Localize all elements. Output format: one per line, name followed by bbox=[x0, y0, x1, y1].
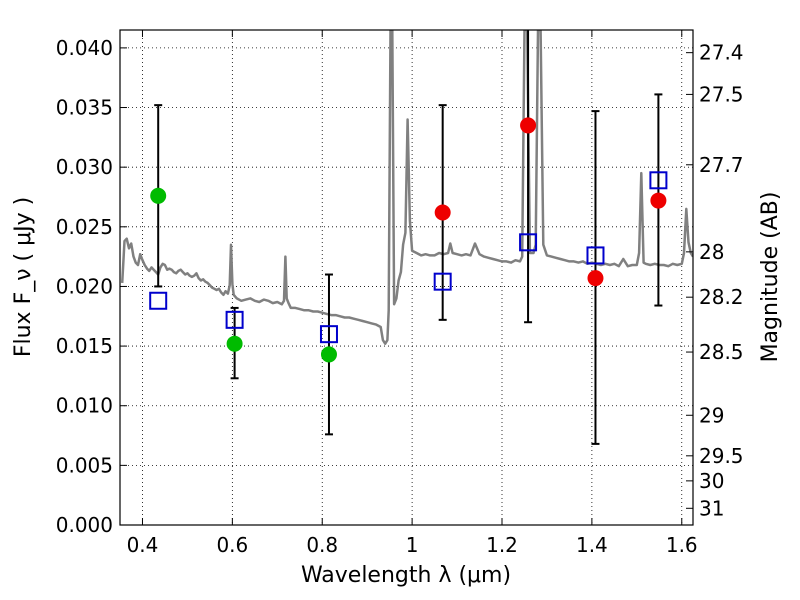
y-tick-label: 0.010 bbox=[56, 394, 113, 418]
plot-frame bbox=[119, 29, 694, 526]
y-tick-label: 0.025 bbox=[56, 215, 113, 239]
x-tick-label: 1.4 bbox=[576, 533, 608, 557]
data-point-square bbox=[225, 310, 244, 329]
y-tick-label: 0.020 bbox=[56, 274, 113, 298]
x-tick-label: 1.6 bbox=[666, 533, 698, 557]
data-point-circle bbox=[150, 187, 167, 204]
right-tick-label: 30 bbox=[699, 469, 724, 493]
grid bbox=[120, 30, 693, 526]
data-point-circle bbox=[650, 192, 667, 209]
right-tick-label: 28.5 bbox=[699, 340, 744, 364]
right-tick-label: 27.4 bbox=[699, 41, 744, 65]
data-point-square bbox=[586, 246, 605, 265]
data-point-circle bbox=[434, 204, 451, 221]
x-tick-label: 0.4 bbox=[127, 533, 159, 557]
data-point-square bbox=[433, 272, 452, 291]
y-tick-label: 0.030 bbox=[56, 155, 113, 179]
spectrum-layer bbox=[120, 30, 693, 345]
right-tick-label: 27.7 bbox=[699, 153, 744, 177]
right-tick-label: 28.2 bbox=[699, 285, 744, 309]
marker-layer bbox=[149, 117, 668, 363]
data-point-circle bbox=[320, 346, 337, 363]
x-axis-label: Wavelength λ (μm) bbox=[301, 563, 511, 588]
data-point-square bbox=[519, 233, 538, 252]
x-tick-label: 0.8 bbox=[306, 533, 338, 557]
data-point-circle bbox=[520, 117, 537, 134]
data-point-circle bbox=[587, 270, 604, 287]
x-tick-label: 1 bbox=[406, 533, 419, 557]
data-point-square bbox=[149, 291, 168, 310]
y-tick-label: 0.040 bbox=[56, 36, 113, 60]
x-tick-label: 1.2 bbox=[486, 533, 518, 557]
y-axis-label: Flux F_ν ( μJy ) bbox=[11, 197, 36, 357]
right-tick-label: 28 bbox=[699, 240, 724, 264]
spectrum-line bbox=[120, 30, 693, 345]
y-tick-label: 0.035 bbox=[56, 96, 113, 120]
y-tick-label: 0.000 bbox=[56, 513, 113, 537]
right-tick-label: 27.5 bbox=[699, 82, 744, 106]
y-tick-label: 0.005 bbox=[56, 453, 113, 477]
y-axis-right-label: Magnitude (AB) bbox=[758, 192, 783, 363]
right-tick-label: 29 bbox=[699, 403, 724, 427]
right-tick-label: 31 bbox=[699, 496, 724, 520]
right-tick-label: 29.5 bbox=[699, 444, 744, 468]
tick-layer: 0.4 0.6 0.8 1 1.2 1.4 1.6 0.000 0.005 0.010 0.015 0… bbox=[56, 30, 744, 557]
data-point-square bbox=[319, 325, 338, 344]
y-tick-label: 0.015 bbox=[56, 334, 113, 358]
data-point-square bbox=[649, 171, 668, 190]
data-point-circle bbox=[226, 335, 243, 352]
x-tick-label: 0.6 bbox=[216, 533, 248, 557]
